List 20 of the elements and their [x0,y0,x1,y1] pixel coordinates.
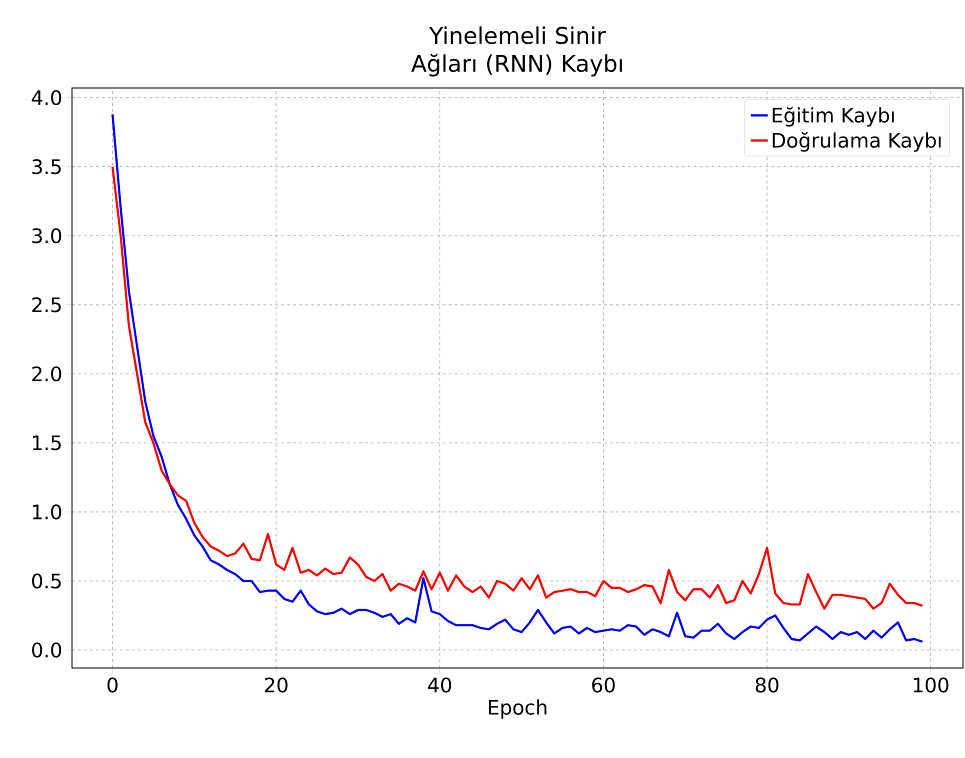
legend-label: Doğrulama Kaybı [772,132,941,152]
y-tick-label: 3.5 [32,159,61,174]
chart-title: Yinelemeli Sinir Ağları (RNN) Kaybı [411,26,622,76]
x-tick-label: 80 [756,678,778,693]
y-tick-label: 2.5 [32,297,61,312]
y-tick-label: 1.0 [32,504,62,520]
y-tick-label: 0.5 [32,573,61,589]
legend-label: Eğitim Kaybı [772,106,894,127]
y-tick-label: 2.0 [32,366,62,382]
x-tick-label: 20 [264,678,288,693]
line-series [111,166,924,610]
x-tick-label: 100 [914,678,948,693]
x-tick-label: 40 [428,678,452,693]
x-tick-label: 60 [592,678,615,693]
y-tick-label: 3.0 [32,228,62,244]
x-axis-title: Epoch [488,699,546,719]
y-tick-label: 1.5 [32,435,61,450]
x-tick-label: 0 [107,678,118,693]
y-tick-label: 0.0 [32,642,62,658]
y-tick-label: 4.0 [32,90,62,106]
